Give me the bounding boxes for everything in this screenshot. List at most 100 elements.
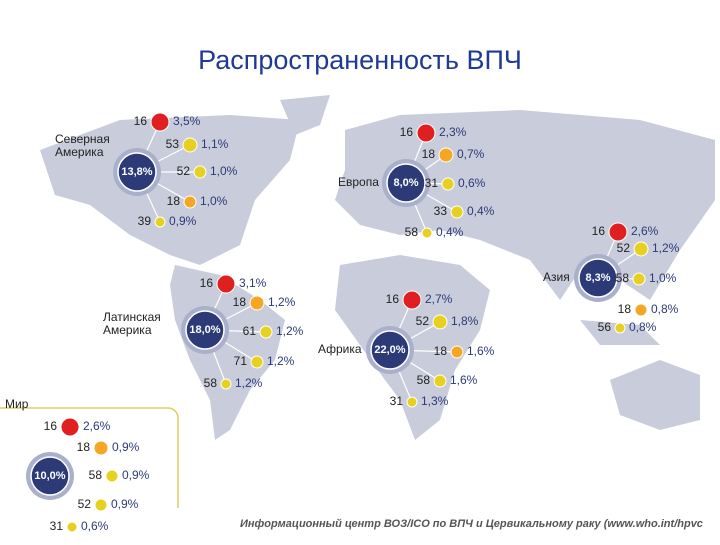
region-hub (370, 330, 410, 370)
type-dot (193, 165, 207, 179)
prevalence-label: 2,6% (631, 224, 659, 238)
type-dot (402, 290, 422, 310)
prevalence-label: 1,6% (467, 344, 495, 358)
type-label: 58 (405, 225, 419, 239)
region-total: 22,0% (374, 344, 405, 356)
type-dot (406, 396, 418, 408)
prevalence-label: 1,2% (268, 295, 296, 309)
type-dot (632, 272, 646, 286)
type-label: 56 (598, 320, 612, 334)
type-label: 18 (77, 440, 91, 454)
type-dot (250, 355, 264, 369)
world-inset-frame (0, 407, 179, 545)
type-label: 33 (434, 204, 448, 218)
prevalence-label: 0,6% (458, 176, 486, 190)
prevalence-label: 1,1% (201, 137, 229, 151)
type-dot (634, 303, 648, 317)
prevalence-label: 1,6% (450, 373, 478, 387)
type-dot (433, 374, 447, 388)
prevalence-label: 0,4% (436, 225, 464, 239)
type-label: 31 (390, 394, 404, 408)
type-dot (441, 177, 455, 191)
type-dot (259, 325, 273, 339)
type-dot (450, 205, 464, 219)
prevalence-label: 0,8% (651, 302, 679, 316)
type-label: 61 (243, 324, 257, 338)
type-dot (105, 469, 119, 483)
prevalence-label: 0,9% (111, 497, 139, 511)
region-name: Европа (338, 175, 379, 189)
region-hub (117, 152, 157, 192)
type-label: 18 (618, 302, 632, 316)
region-total: 13,8% (121, 166, 152, 178)
prevalence-label: 1,0% (649, 271, 677, 285)
region-hub (30, 456, 70, 496)
region-name: Северная (55, 132, 110, 146)
type-label: 58 (616, 271, 630, 285)
type-label: 18 (233, 295, 247, 309)
type-label: 16 (200, 276, 214, 290)
region-hub (185, 310, 225, 350)
prevalence-label: 1,8% (451, 314, 479, 328)
type-dot (249, 295, 265, 311)
prevalence-label: 2,7% (425, 292, 453, 306)
prevalence-label: 3,1% (239, 276, 267, 290)
type-dot (421, 227, 433, 239)
type-label: 16 (44, 419, 58, 433)
type-dot (150, 112, 170, 132)
type-dot (154, 216, 166, 228)
prevalence-label: 0,6% (81, 519, 109, 533)
type-label: 31 (50, 519, 64, 533)
prevalence-label: 1,2% (267, 354, 295, 368)
title: Распространенность ВПЧ (198, 45, 522, 75)
type-label: 39 (138, 214, 152, 228)
region-total: 10,0% (34, 470, 65, 482)
region-name: Азия (543, 270, 570, 284)
source-backdrop (160, 508, 720, 540)
type-label: 71 (234, 354, 248, 368)
region-total: 8,3% (585, 272, 610, 284)
type-label: 58 (417, 373, 431, 387)
type-dot (60, 417, 80, 437)
type-dot (183, 195, 197, 209)
type-label: 52 (416, 314, 430, 328)
source: Информационный центр ВОЗ/ICO по ВПЧ и Це… (240, 518, 703, 530)
type-label: 53 (166, 137, 180, 151)
type-dot (220, 378, 232, 390)
type-dot (93, 440, 109, 456)
type-label: 31 (425, 176, 439, 190)
prevalence-label: 2,3% (439, 125, 467, 139)
type-label: 18 (422, 147, 436, 161)
prevalence-label: 0,8% (629, 320, 657, 334)
prevalence-label: 1,3% (421, 394, 449, 408)
type-label: 52 (177, 164, 191, 178)
region-total: 18,0% (189, 324, 220, 336)
type-label: 16 (592, 224, 606, 238)
type-dot (432, 314, 448, 330)
prevalence-label: 3,5% (173, 114, 201, 128)
type-dot (614, 322, 626, 334)
prevalence-label: 1,0% (210, 164, 238, 178)
region-hub (578, 258, 618, 298)
type-label: 16 (400, 125, 414, 139)
type-dot (633, 241, 649, 257)
prevalence-label: 1,2% (652, 241, 680, 255)
type-dot (438, 147, 454, 163)
type-dot (608, 222, 628, 242)
type-dot (94, 498, 108, 512)
type-label: 18 (167, 194, 181, 208)
region-name: Мир (5, 397, 29, 411)
type-dot (216, 274, 236, 294)
region-name: Америка (55, 145, 104, 159)
prevalence-label: 0,7% (457, 147, 485, 161)
region-hub (386, 163, 426, 203)
type-dot (66, 521, 78, 533)
type-label: 52 (78, 497, 92, 511)
prevalence-label: 1,2% (235, 376, 263, 390)
type-dot (182, 137, 198, 153)
region-name: Америка (103, 323, 152, 337)
type-label: 52 (617, 241, 631, 255)
type-dot (450, 345, 464, 359)
